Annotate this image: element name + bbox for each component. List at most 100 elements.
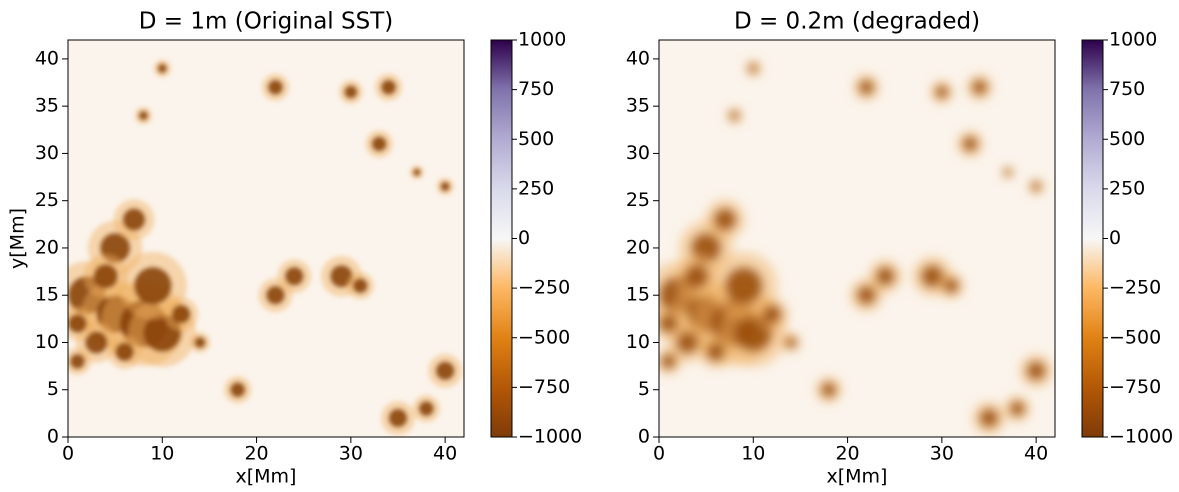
x-tick-label: 20 <box>244 443 268 465</box>
x-tick-label: 30 <box>339 443 363 465</box>
field-core <box>134 266 172 305</box>
field-core <box>935 85 949 99</box>
x-tick-label: 40 <box>1024 443 1048 465</box>
colorbar-tick-label: 0 <box>518 227 530 249</box>
y-tick-label: 5 <box>47 378 59 400</box>
field-core <box>115 342 134 362</box>
colorbar-tick-label: −250 <box>518 277 570 299</box>
colorbar-tick-label: 750 <box>1109 78 1145 100</box>
colorbar-tick-label: 0 <box>1109 227 1121 249</box>
field-core <box>371 136 387 152</box>
field-core <box>762 304 782 324</box>
field-core <box>230 382 246 398</box>
field-core <box>435 361 455 381</box>
field-core <box>138 110 149 121</box>
field-core <box>1026 361 1046 381</box>
field-image <box>659 40 1055 437</box>
y-tick-label: 5 <box>638 378 650 400</box>
plot-frame <box>658 39 1056 438</box>
y-tick-label: 15 <box>626 284 650 306</box>
field-core <box>921 264 944 288</box>
field-core <box>1009 401 1025 417</box>
y-tick-label: 40 <box>626 47 650 69</box>
colorbar-tick-label: 250 <box>518 177 554 199</box>
field-core <box>858 79 874 95</box>
y-tick-label: 35 <box>35 95 59 117</box>
y-tick-label: 25 <box>35 189 59 211</box>
field-core <box>388 408 408 428</box>
field-core <box>875 266 895 286</box>
y-tick-label: 10 <box>35 331 59 353</box>
field-core <box>266 285 285 305</box>
field-core <box>713 208 737 231</box>
field-core <box>857 285 876 305</box>
y-tick-label: 0 <box>638 426 650 448</box>
field-core <box>284 266 304 286</box>
field-core <box>725 266 763 305</box>
field-core <box>440 181 450 192</box>
field-core <box>122 208 146 231</box>
field-core <box>785 336 797 349</box>
colorbar-tick-label: 1000 <box>518 29 566 51</box>
field-texture <box>68 59 463 436</box>
field-core <box>660 353 676 369</box>
field-core <box>684 264 709 289</box>
x-axis-label: x[Mm] <box>236 466 297 488</box>
colorbar <box>490 39 513 438</box>
y-tick-label: 10 <box>626 331 650 353</box>
field-core <box>344 85 358 99</box>
x-tick-label: 40 <box>433 443 457 465</box>
field-core <box>979 408 999 428</box>
colorbar-tick-label: 1000 <box>1109 29 1157 51</box>
y-tick-label: 20 <box>35 236 59 258</box>
plot-frame <box>67 39 465 438</box>
colorbar-tick-label: −1000 <box>1109 426 1173 448</box>
x-tick-label: 20 <box>835 443 859 465</box>
x-axis-label: x[Mm] <box>827 466 888 488</box>
x-tick-label: 0 <box>62 443 74 465</box>
field-core <box>381 79 397 95</box>
field-core <box>194 336 206 349</box>
field-core <box>418 401 434 417</box>
y-tick-label: 35 <box>626 95 650 117</box>
field-texture <box>659 59 1054 436</box>
field-core <box>962 136 978 152</box>
y-axis-label: y[Mm] <box>7 208 29 269</box>
chart-title: D = 0.2m (degraded) <box>734 9 980 35</box>
field-core <box>821 382 837 398</box>
field-core <box>171 304 191 324</box>
colorbar-tick-label: 500 <box>518 128 554 150</box>
colorbar-tick-label: 500 <box>1109 128 1145 150</box>
field-core <box>943 278 959 294</box>
field-core <box>84 331 108 354</box>
x-tick-label: 10 <box>150 443 174 465</box>
colorbar-tick-label: −250 <box>1109 277 1161 299</box>
field-core <box>729 110 740 121</box>
field-core <box>267 79 283 95</box>
colorbar-tick-label: 750 <box>518 78 554 100</box>
x-tick-label: 0 <box>653 443 665 465</box>
field-core <box>1004 168 1012 177</box>
y-tick-label: 30 <box>626 142 650 164</box>
x-tick-label: 30 <box>930 443 954 465</box>
y-tick-label: 0 <box>47 426 59 448</box>
colorbar-tick-label: −500 <box>518 326 570 348</box>
y-tick-label: 25 <box>626 189 650 211</box>
field-core <box>413 168 421 177</box>
field-core <box>352 278 368 294</box>
field-core <box>157 63 168 74</box>
field-core <box>675 331 699 354</box>
colorbar-tick-label: −750 <box>518 376 570 398</box>
colorbar-tick-label: −500 <box>1109 326 1161 348</box>
y-tick-label: 40 <box>35 47 59 69</box>
colorbar <box>1081 39 1104 438</box>
x-tick-label: 10 <box>741 443 765 465</box>
colorbar-tick-label: −750 <box>1109 376 1161 398</box>
field-core <box>93 264 118 289</box>
field-core <box>68 314 87 334</box>
colorbar-tick-label: −1000 <box>518 426 582 448</box>
y-tick-label: 15 <box>35 284 59 306</box>
y-tick-label: 20 <box>626 236 650 258</box>
chart-title: D = 1m (Original SST) <box>139 9 393 35</box>
